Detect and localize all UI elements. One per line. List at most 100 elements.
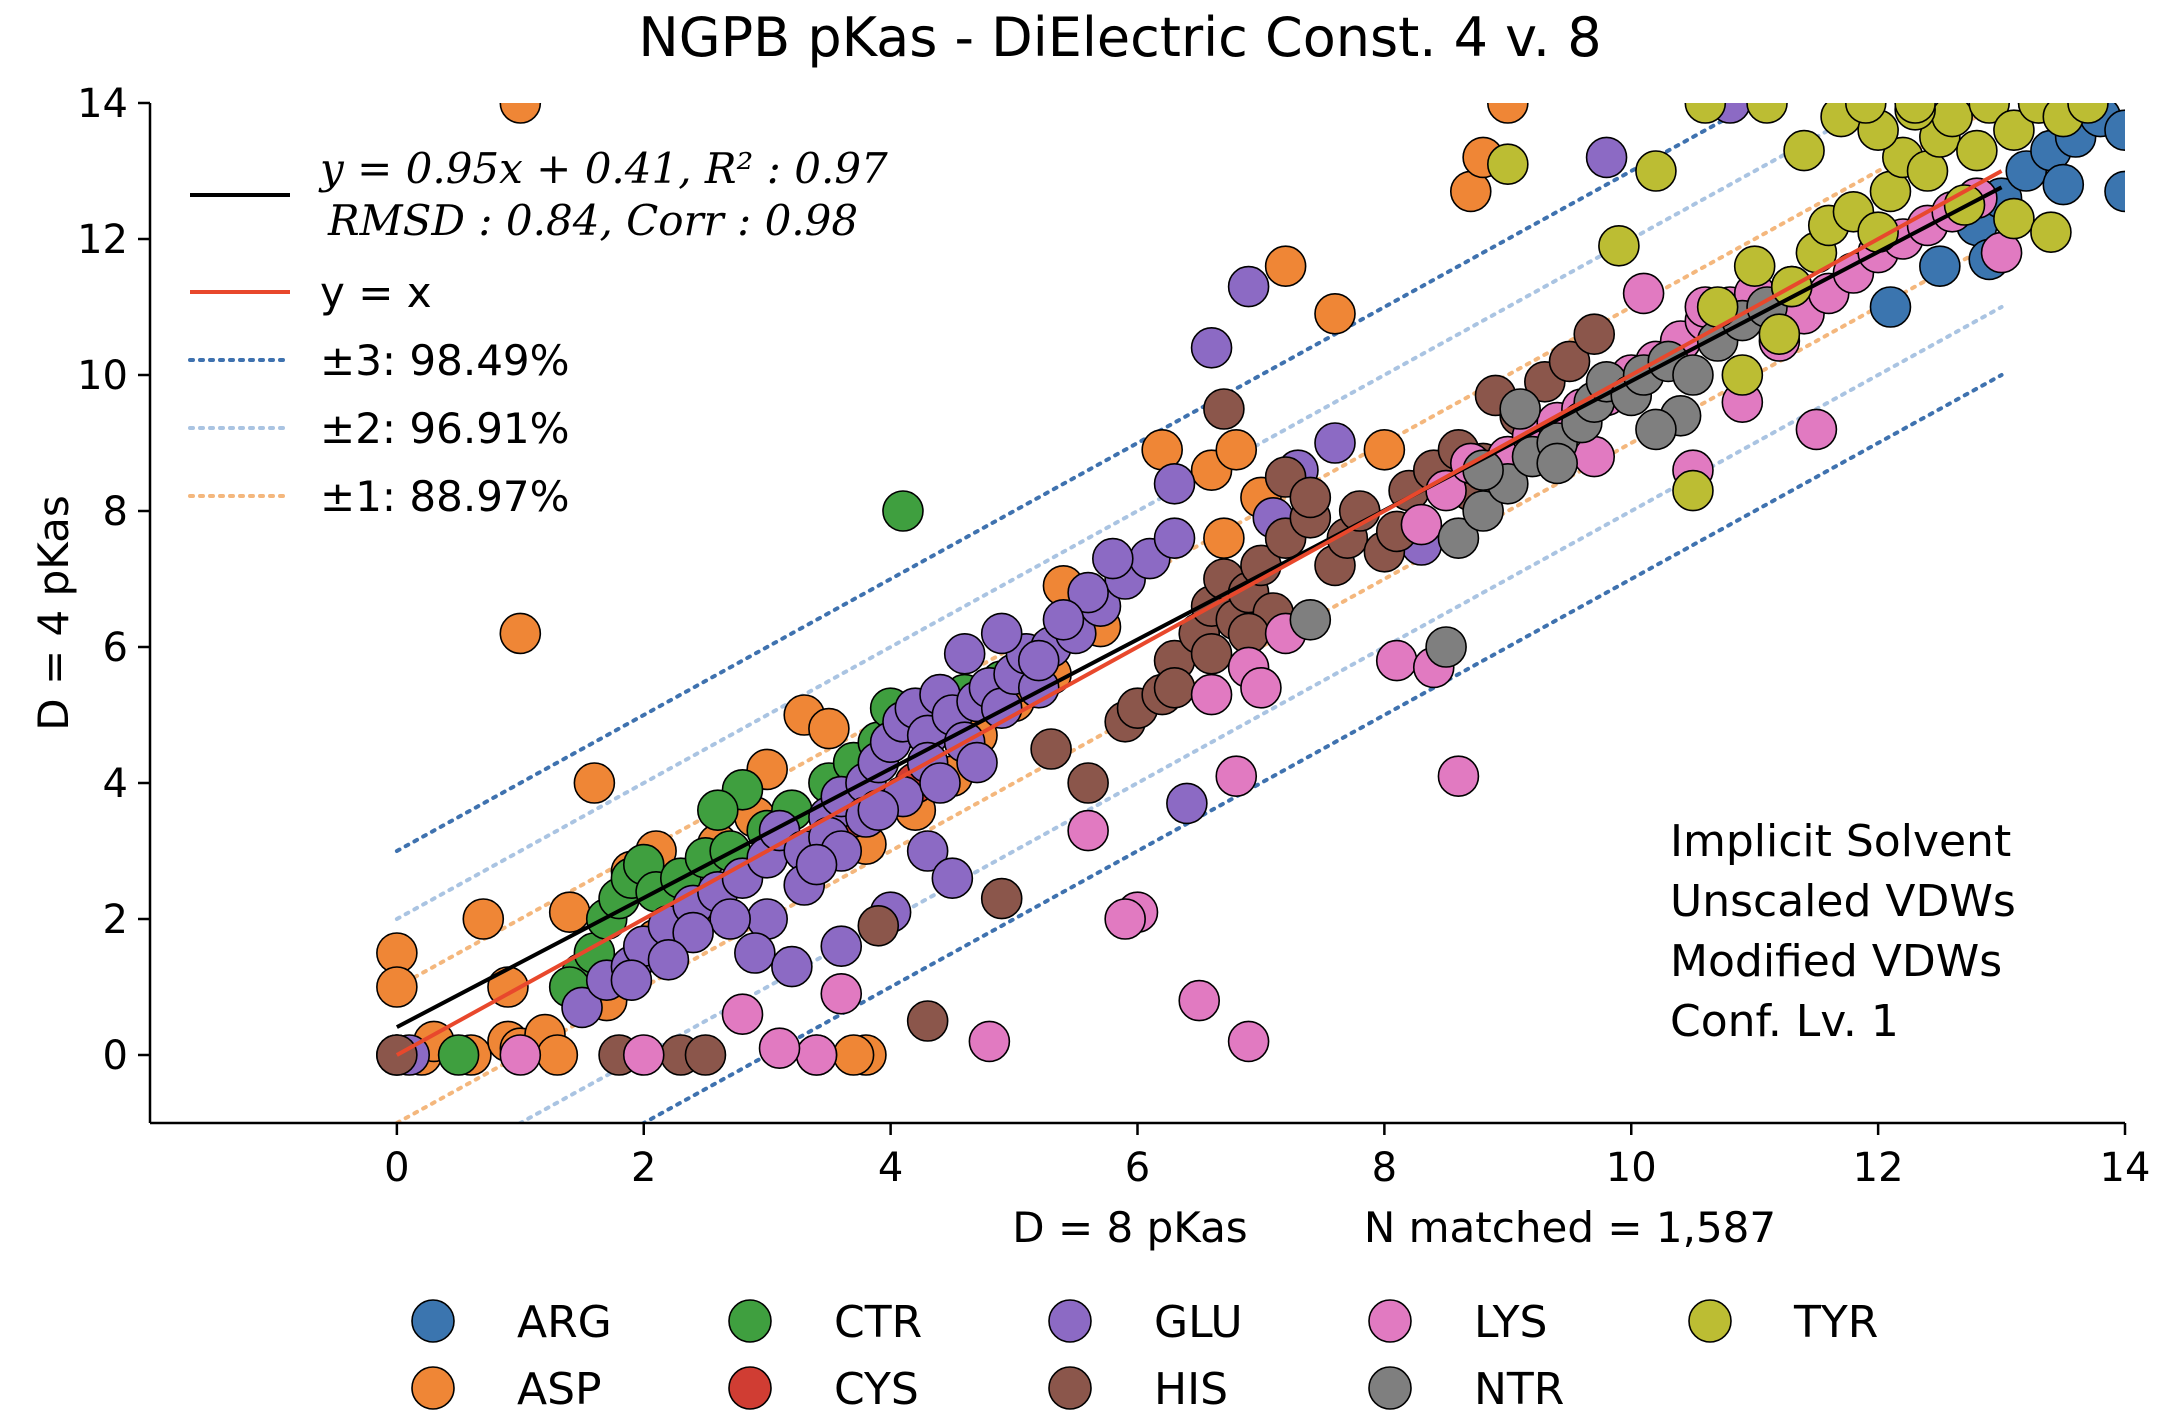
point-glu xyxy=(561,986,603,1029)
point-glu xyxy=(1017,639,1060,682)
legend-marker-cys xyxy=(728,1366,772,1410)
point-tyr xyxy=(1721,354,1764,396)
point-arg xyxy=(2042,163,2085,206)
point-asp xyxy=(1363,428,1406,471)
regression-line xyxy=(395,185,2003,1029)
annotation-line: Implicit Solvent xyxy=(1670,816,2011,867)
x-tick-label: 8 xyxy=(1372,1145,1397,1191)
x-tick-label: 2 xyxy=(631,1145,656,1191)
point-tyr xyxy=(1758,313,1801,356)
legend-label-2: ±3: 98.49% xyxy=(320,336,570,385)
legend-marker-asp xyxy=(411,1366,455,1410)
x-axis-ticks: 0 2 4 6 8 10 12 14 xyxy=(384,1123,2150,1191)
legend-marker-arg xyxy=(411,1299,455,1343)
legend-series-arg: ARG xyxy=(517,1297,612,1348)
y-axis-ticks: 0 2 4 6 8 10 12 14 xyxy=(77,81,150,1079)
point-his xyxy=(1203,388,1245,430)
point-asp xyxy=(1215,428,1258,471)
point-ntr xyxy=(1499,388,1541,430)
point-glu xyxy=(1153,462,1196,505)
point-tyr xyxy=(1598,225,1640,267)
legend-label-3: ±2: 96.91% xyxy=(320,404,570,453)
point-glu xyxy=(919,762,961,804)
point-lys xyxy=(1622,272,1665,315)
n-matched-label: N matched = 1,587 xyxy=(1364,1203,1776,1252)
point-his xyxy=(684,1034,727,1076)
y-tick-label: 8 xyxy=(103,489,128,535)
point-his xyxy=(1573,313,1616,356)
point-ctr xyxy=(882,490,924,532)
annotation-line: Conf. Lv. 1 xyxy=(1670,996,1899,1047)
legend-series-asp: ASP xyxy=(517,1364,602,1415)
point-lys xyxy=(622,1034,665,1076)
point-glu xyxy=(956,741,998,784)
point-glu xyxy=(771,945,813,988)
x-tick-label: 12 xyxy=(1853,1145,1904,1191)
point-asp xyxy=(1264,245,1307,288)
fit-lines xyxy=(395,169,2003,1057)
chart-title: NGPB pKas - DiElectric Const. 4 v. 8 xyxy=(638,6,1601,69)
annotation-line: Unscaled VDWs xyxy=(1670,876,2016,927)
point-glu xyxy=(1314,422,1356,464)
y-tick-label: 12 xyxy=(77,217,128,263)
legend-series-tyr: TYR xyxy=(1793,1297,1878,1348)
point-asp xyxy=(1487,103,1529,124)
point-glu xyxy=(709,898,751,940)
legend-label-4: ±1: 88.97% xyxy=(320,472,570,521)
point-glu xyxy=(1227,265,1270,308)
x-tick-label: 10 xyxy=(1606,1145,1657,1191)
point-tyr xyxy=(1746,103,1788,124)
point-glu xyxy=(1042,598,1085,641)
legend-series-his: HIS xyxy=(1154,1364,1228,1415)
point-ntr xyxy=(1437,517,1480,560)
point-asp xyxy=(462,898,505,940)
point-lys xyxy=(499,1034,542,1076)
point-tyr xyxy=(2030,211,2072,253)
point-his xyxy=(1190,632,1233,675)
x-tick-label: 6 xyxy=(1125,1145,1150,1191)
point-lys xyxy=(758,1027,801,1069)
point-glu xyxy=(795,843,838,886)
point-his xyxy=(906,1000,949,1042)
point-tyr xyxy=(1783,129,1825,172)
y-tick-label: 10 xyxy=(77,353,128,399)
point-tyr xyxy=(1931,103,1973,138)
point-his xyxy=(980,877,1023,920)
point-his xyxy=(1289,476,1332,519)
legend-series-ctr: CTR xyxy=(834,1297,922,1348)
point-glu xyxy=(672,911,714,954)
point-glu xyxy=(1067,571,1109,614)
point-lys xyxy=(795,1034,838,1076)
y-tick-label: 4 xyxy=(103,761,128,807)
point-glu xyxy=(1166,782,1208,825)
y-tick-label: 6 xyxy=(103,625,128,671)
point-his xyxy=(857,904,900,947)
legend-series-ntr: NTR xyxy=(1474,1364,1564,1415)
x-tick-label: 0 xyxy=(384,1145,409,1191)
point-glu xyxy=(1585,136,1628,179)
identity-line xyxy=(395,169,2003,1057)
point-asp xyxy=(573,762,616,804)
point-ctr xyxy=(697,789,739,832)
point-asp xyxy=(376,966,418,1008)
band-line-plus-3 xyxy=(394,103,1759,853)
point-ntr xyxy=(1672,354,1714,396)
x-axis-label: D = 8 pKas xyxy=(1012,1203,1247,1252)
y-tick-label: 0 xyxy=(103,1033,128,1079)
x-tick-label: 4 xyxy=(878,1145,903,1191)
point-lys xyxy=(1104,898,1146,940)
point-lys xyxy=(1437,755,1480,798)
legend-series-lys: LYS xyxy=(1474,1297,1547,1348)
point-glu xyxy=(734,932,776,974)
point-tyr xyxy=(1844,103,1887,124)
legend-marker-ntr xyxy=(1368,1366,1412,1410)
point-arg xyxy=(2104,170,2125,213)
y-tick-label: 14 xyxy=(77,81,128,127)
point-tyr xyxy=(1956,129,1998,172)
point-tyr xyxy=(1993,197,2035,240)
annotation-box: Implicit Solvent Unscaled VDWs Modified VD… xyxy=(1670,816,2016,1047)
point-ntr xyxy=(1635,408,1677,451)
point-asp xyxy=(499,612,542,655)
